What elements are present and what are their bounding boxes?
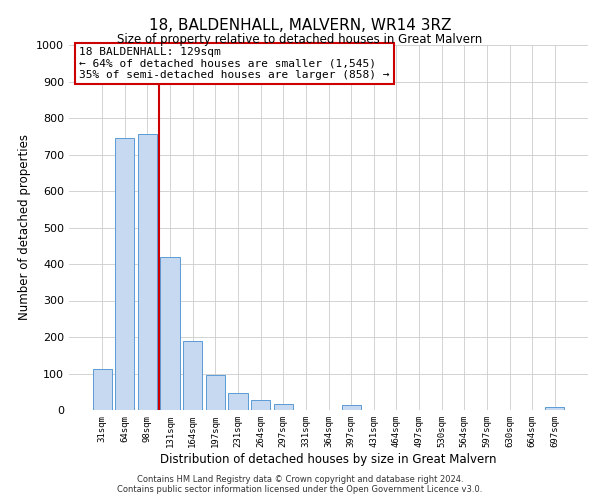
Bar [251,400,270,410]
Bar [229,393,248,410]
Bar [138,134,157,410]
Text: Size of property relative to detached houses in Great Malvern: Size of property relative to detached ho… [118,32,482,46]
Bar [115,138,134,410]
Bar [341,404,361,410]
Text: 18 BALDENHALL: 129sqm
← 64% of detached houses are smaller (1,545)
35% of semi-d: 18 BALDENHALL: 129sqm ← 64% of detached … [79,47,390,80]
Text: 18, BALDENHALL, MALVERN, WR14 3RZ: 18, BALDENHALL, MALVERN, WR14 3RZ [149,18,451,32]
Bar [160,256,180,410]
Bar [545,408,565,410]
Bar [274,404,293,410]
Text: Contains HM Land Registry data © Crown copyright and database right 2024.
Contai: Contains HM Land Registry data © Crown c… [118,474,482,494]
Y-axis label: Number of detached properties: Number of detached properties [17,134,31,320]
Bar [92,369,112,410]
Bar [183,340,202,410]
Bar [206,375,225,410]
X-axis label: Distribution of detached houses by size in Great Malvern: Distribution of detached houses by size … [160,452,497,466]
